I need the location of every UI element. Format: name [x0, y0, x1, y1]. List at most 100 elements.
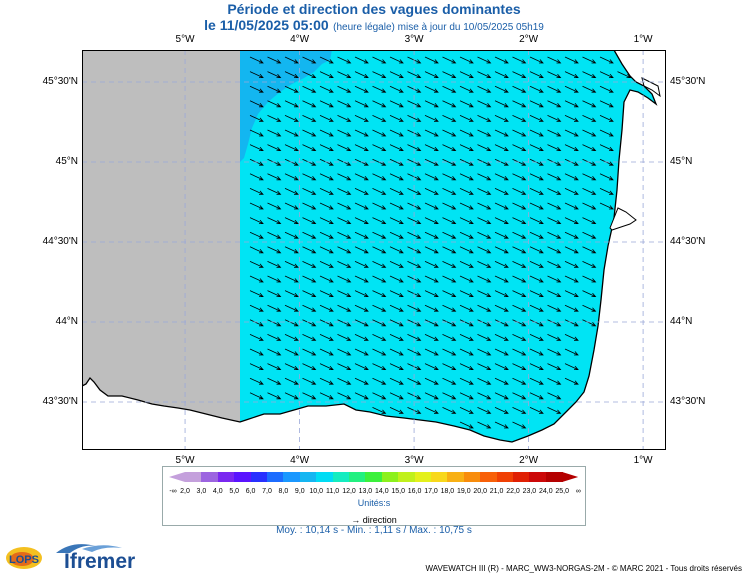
direction-arrow [319, 188, 334, 195]
direction-arrow [529, 115, 544, 122]
direction-arrow [284, 392, 299, 400]
lops-logo-text: LOPS [9, 554, 39, 566]
direction-arrow [564, 129, 579, 137]
direction-arrow [302, 246, 317, 254]
direction-arrow [389, 173, 404, 181]
direction-arrow [319, 304, 334, 312]
legend-swatch [447, 472, 465, 482]
direction-arrow [354, 129, 369, 137]
direction-arrow [529, 71, 544, 78]
period-statistics: Moy. : 10,14 s - Min. : 1,11 s / Max. : … [276, 525, 472, 536]
direction-arrow [424, 348, 439, 356]
direction-arrow [547, 377, 562, 385]
direction-arrow [494, 56, 509, 64]
lat-tick-label-right: 44°30'N [670, 236, 706, 247]
direction-arrow [354, 202, 369, 210]
direction-arrow [354, 348, 369, 356]
legend-swatch [332, 472, 350, 482]
direction-arrow [302, 377, 317, 385]
direction-arrow [319, 217, 334, 224]
direction-arrow [389, 158, 404, 166]
lat-tick-label-right: 44°N [670, 316, 693, 327]
direction-arrow [599, 173, 614, 181]
direction-arrow [284, 85, 299, 93]
direction-arrow [302, 348, 317, 356]
direction-arrow [564, 290, 579, 297]
direction-arrow [267, 392, 282, 400]
direction-arrow [529, 304, 544, 312]
direction-arrow [337, 246, 352, 254]
direction-arrow [512, 56, 527, 64]
direction-arrow [617, 71, 632, 78]
legend-label: 4,0 [212, 488, 223, 495]
direction-arrow [389, 188, 404, 195]
direction-arrow [459, 290, 474, 297]
direction-arrow [302, 85, 317, 93]
wave-period-map[interactable] [82, 50, 666, 450]
direction-arrow [372, 363, 387, 370]
direction-arrow [512, 173, 527, 181]
legend-label: 11,0 [326, 488, 340, 495]
direction-arrow [512, 392, 527, 400]
direction-arrow [337, 363, 352, 370]
direction-arrow [319, 392, 334, 400]
direction-arrow [372, 115, 387, 122]
direction-arrow [582, 290, 597, 297]
direction-arrow [547, 85, 562, 93]
legend-units: Unités:s [357, 498, 391, 508]
direction-arrow [442, 202, 457, 210]
direction-arrow [529, 129, 544, 137]
direction-arrow [564, 363, 579, 370]
direction-arrow [372, 377, 387, 385]
direction-arrow [582, 173, 597, 181]
direction-arrow [337, 71, 352, 78]
direction-arrow [477, 275, 492, 283]
direction-arrow [494, 246, 509, 254]
direction-arrow [494, 71, 509, 78]
legend-label: 18,0 [440, 488, 455, 495]
direction-arrow [302, 71, 317, 78]
direction-arrow [442, 290, 457, 297]
direction-arrow [319, 129, 334, 137]
direction-arrow [337, 129, 352, 137]
direction-arrow [372, 202, 387, 210]
direction-arrow [407, 144, 422, 151]
legend-swatch [381, 472, 399, 482]
direction-arrow [389, 144, 404, 151]
legend-label: 24,0 [538, 488, 553, 495]
direction-arrow [319, 71, 334, 78]
direction-arrow [407, 231, 422, 239]
legend-swatch [299, 472, 317, 482]
direction-arrow [477, 231, 492, 239]
direction-arrow [547, 217, 562, 224]
direction-arrow [302, 275, 317, 283]
legend-label: 5,0 [229, 488, 240, 495]
direction-arrow [582, 56, 597, 64]
direction-arrow [582, 85, 597, 93]
direction-arrow [319, 275, 334, 283]
direction-arrow [389, 71, 404, 78]
direction-arrow [599, 129, 614, 137]
direction-arrow [459, 56, 474, 64]
direction-arrow [319, 173, 334, 181]
lon-tick-label-top: 1°W [633, 34, 653, 45]
direction-arrow [547, 246, 562, 254]
direction-arrow [547, 129, 562, 137]
direction-arrow [477, 319, 492, 327]
direction-arrow [477, 115, 492, 122]
direction-arrow [389, 115, 404, 122]
legend-swatch [463, 472, 481, 482]
direction-arrow [284, 304, 299, 312]
direction-arrow [407, 377, 422, 385]
direction-arrow [284, 290, 299, 297]
direction-arrow [354, 56, 369, 64]
lon-tick-label-top: 3°W [404, 34, 424, 45]
legend-swatch [365, 472, 383, 482]
direction-arrow [547, 71, 562, 78]
direction-arrow [389, 363, 404, 370]
direction-arrow [529, 173, 544, 181]
direction-arrow [424, 363, 439, 370]
direction-arrow [494, 290, 509, 297]
direction-arrow [459, 275, 474, 283]
direction-arrow [547, 231, 562, 239]
